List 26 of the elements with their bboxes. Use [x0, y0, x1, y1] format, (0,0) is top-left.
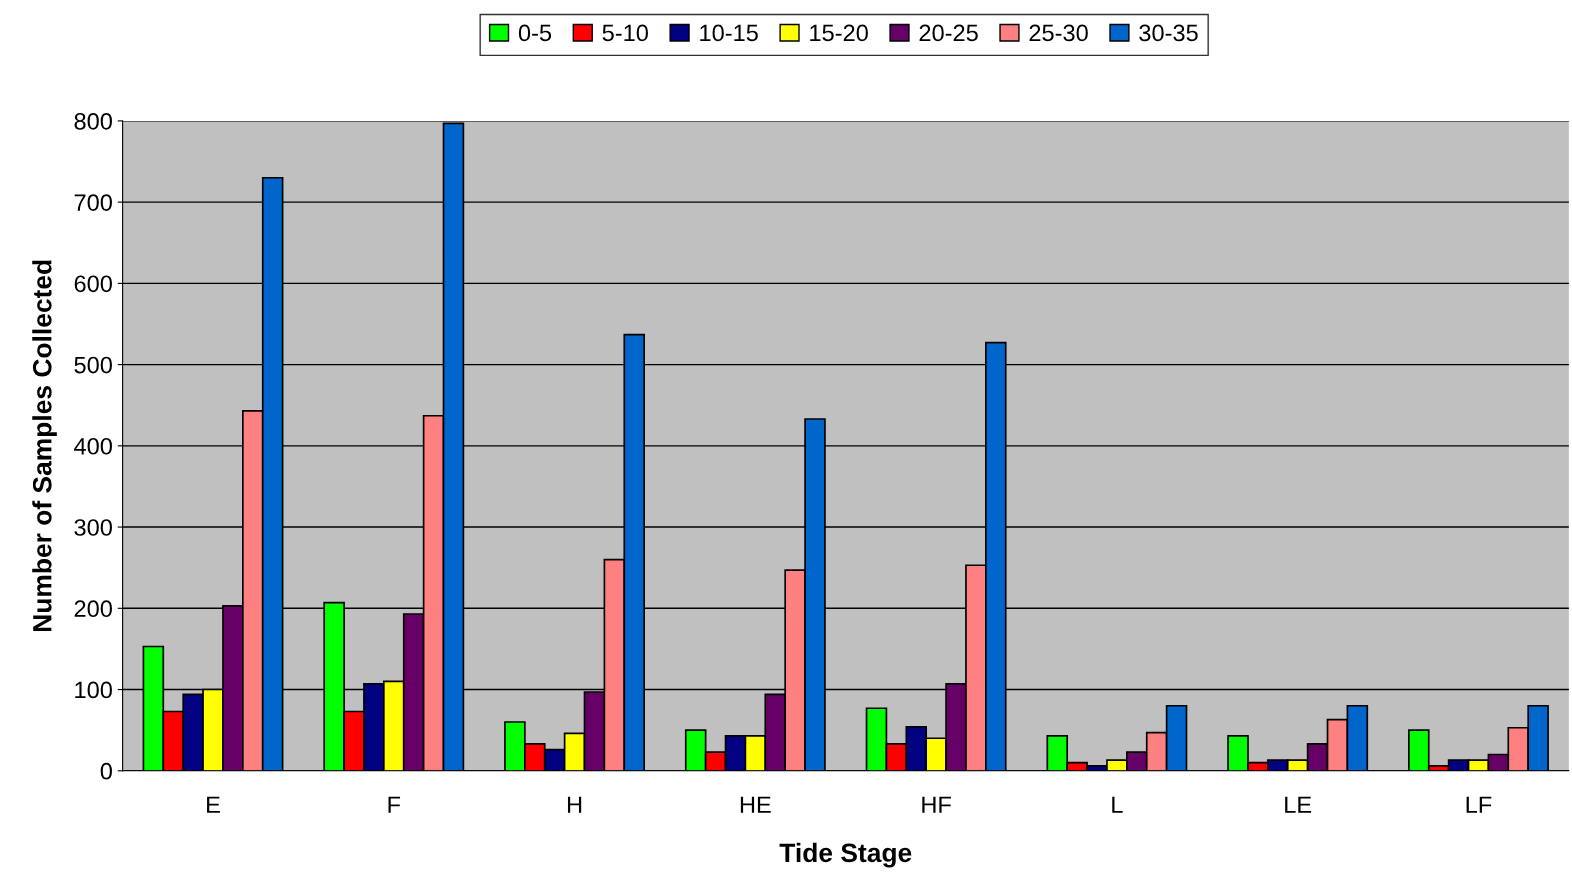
- y-tick-label: 500: [74, 356, 112, 374]
- y-tick-label: 300: [74, 519, 112, 536]
- y-tick-label: 600: [74, 275, 112, 293]
- x-tick-label: E: [207, 796, 220, 813]
- y-tick-label: 400: [74, 437, 112, 455]
- x-tick-label: LE: [1285, 796, 1312, 813]
- x-axis-title: Tide Stage: [779, 842, 912, 868]
- legend-label: 15-20: [810, 24, 868, 42]
- legend-label: 20-25: [919, 24, 978, 42]
- y-tick-label: 800: [74, 112, 112, 130]
- y-tick-label: 200: [74, 600, 112, 618]
- y-axis-title: Number of Samples Collected: [32, 260, 57, 632]
- x-tick-label: HE: [740, 796, 771, 813]
- x-tick-label: LF: [1466, 796, 1492, 813]
- legend-label: 30-35: [1139, 24, 1198, 42]
- x-tick-label: HF: [922, 796, 951, 813]
- y-tick-label: 700: [74, 194, 112, 211]
- x-tick-label: F: [388, 796, 401, 813]
- y-tick-label: 100: [75, 681, 112, 699]
- legend-label: 10-15: [700, 24, 758, 42]
- x-tick-label: H: [567, 796, 582, 813]
- legend-label: 5-10: [602, 24, 648, 42]
- legend-label: 0-5: [518, 24, 552, 42]
- y-tick-label: 0: [100, 762, 112, 780]
- legend-label: 25-30: [1029, 24, 1088, 42]
- x-tick-label: L: [1112, 796, 1123, 813]
